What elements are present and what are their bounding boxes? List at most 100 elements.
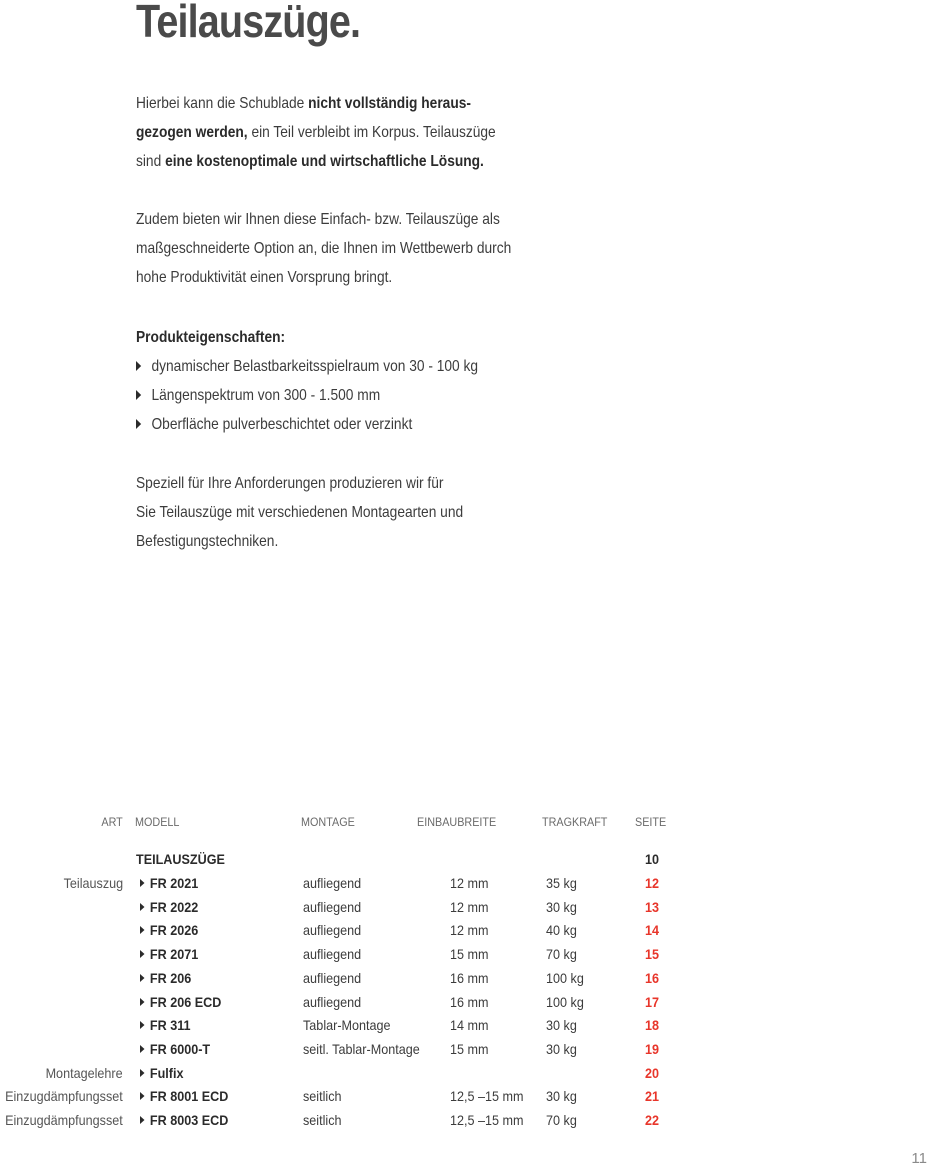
intro-text: Hierbei kann die Schublade — [136, 95, 309, 112]
arrow-right-icon — [140, 902, 145, 911]
row-einbaubreite: 15 mm — [450, 1040, 489, 1057]
row-page: 13 — [645, 898, 660, 915]
list-item: dynamischer Belastbarkeitsspielraum von … — [136, 352, 478, 381]
row-montage: aufliegend — [303, 898, 362, 915]
row-montage: seitlich — [303, 1112, 342, 1128]
arrow-right-icon — [140, 1092, 145, 1101]
row-montage: aufliegend — [303, 946, 362, 963]
group-page: 10 — [645, 851, 660, 867]
row-einbaubreite: 12 mm — [450, 875, 489, 891]
row-tragkraft: 30 kg — [546, 1040, 577, 1057]
column-header-modell: MODELL — [135, 815, 180, 829]
intro-paragraph: Hierbei kann die Schublade nicht vollstä… — [136, 89, 496, 176]
third-paragraph: Speziell für Ihre Anforderungen produzie… — [136, 469, 463, 556]
row-model: FR 2022 — [140, 899, 198, 915]
group-label: TEILAUSZÜGE — [136, 851, 225, 867]
list-item: Oberfläche pulverbeschichtet oder verzin… — [136, 410, 478, 439]
model-name: FR 2026 — [149, 922, 199, 939]
row-model: Fulfix — [140, 1065, 184, 1081]
arrow-right-icon — [140, 1044, 145, 1053]
page-number: 11 — [911, 1150, 927, 1167]
row-tragkraft: 100 kg — [546, 969, 584, 986]
row-tragkraft: 40 kg — [546, 922, 577, 939]
row-einbaubreite: 12 mm — [450, 922, 489, 939]
column-header-einbaubreite: EINBAUBREITE — [417, 815, 497, 829]
arrow-right-icon — [140, 997, 145, 1006]
row-art: Teilauszug — [63, 875, 123, 891]
paragraph-line: Befestigungstechniken. — [136, 533, 279, 550]
properties-list: dynamischer Belastbarkeitsspielraum von … — [136, 352, 478, 439]
row-tragkraft: 30 kg — [546, 1088, 577, 1105]
row-model: FR 6000-T — [140, 1041, 210, 1057]
model-name: FR 2021 — [149, 875, 199, 891]
row-montage: seitl. Tablar-Montage — [303, 1040, 420, 1057]
row-montage: aufliegend — [303, 922, 362, 939]
row-page: 22 — [645, 1112, 660, 1128]
model-name: FR 311 — [149, 1017, 191, 1034]
row-einbaubreite: 12,5 –15 mm — [450, 1088, 524, 1105]
model-name: FR 206 — [149, 969, 192, 986]
intro-bold: nicht vollständig heraus- — [308, 95, 471, 112]
row-art: Montagelehre — [45, 1064, 123, 1081]
second-paragraph: Zudem bieten wir Ihnen diese Einfach- bz… — [136, 205, 511, 292]
row-einbaubreite: 12 mm — [450, 898, 489, 915]
row-page: 14 — [645, 922, 660, 939]
paragraph-line: hohe Produktivität einen Vorsprung bring… — [136, 269, 393, 286]
row-tragkraft: 70 kg — [546, 1112, 577, 1128]
row-art: Einzugdämpfungsset — [5, 1112, 123, 1128]
arrow-right-icon — [140, 1116, 145, 1124]
arrow-right-icon — [140, 1021, 145, 1030]
intro-text: ein Teil verbleibt im Korpus. Teilauszüg… — [247, 124, 496, 141]
row-montage: aufliegend — [303, 993, 362, 1010]
paragraph-line: maßgeschneiderte Option an, die Ihnen im… — [136, 240, 512, 257]
row-montage: seitlich — [303, 1088, 342, 1105]
row-model: FR 8001 ECD — [140, 1088, 228, 1104]
row-page: 21 — [645, 1088, 660, 1105]
row-page: 19 — [645, 1040, 660, 1057]
column-header-art: ART — [101, 815, 123, 829]
model-name: FR 206 ECD — [149, 993, 222, 1010]
row-tragkraft: 30 kg — [546, 898, 577, 915]
row-tragkraft: 30 kg — [546, 1017, 577, 1034]
row-einbaubreite: 15 mm — [450, 946, 489, 963]
row-art: Einzugdämpfungsset — [5, 1088, 123, 1105]
paragraph-line: Sie Teilauszüge mit verschiedenen Montag… — [136, 504, 464, 521]
row-model: FR 311 — [140, 1017, 191, 1033]
row-page: 16 — [645, 969, 660, 986]
row-tragkraft: 100 kg — [546, 993, 584, 1010]
column-header-montage: MONTAGE — [301, 815, 355, 829]
model-name: FR 6000-T — [149, 1040, 211, 1057]
intro-bold: eine kostenoptimale und wirtschaftliche … — [165, 153, 484, 170]
bullet-triangle-icon — [136, 390, 142, 400]
row-einbaubreite: 16 mm — [450, 993, 489, 1010]
intro-text: sind — [136, 153, 166, 170]
arrow-right-icon — [140, 926, 145, 935]
arrow-right-icon — [140, 973, 145, 982]
row-einbaubreite: 12,5 –15 mm — [450, 1112, 524, 1128]
row-model: FR 2026 — [140, 922, 198, 938]
arrow-right-icon — [140, 879, 145, 887]
row-page: 18 — [645, 1017, 660, 1034]
row-einbaubreite: 14 mm — [450, 1017, 489, 1034]
row-model: FR 8003 ECD — [140, 1112, 228, 1128]
column-header-tragkraft: TRAGKRAFT — [542, 815, 608, 829]
bullet-triangle-icon — [136, 361, 142, 371]
arrow-right-icon — [140, 1068, 145, 1077]
arrow-right-icon — [140, 950, 145, 959]
row-einbaubreite: 16 mm — [450, 969, 489, 986]
model-name: FR 2071 — [149, 946, 199, 963]
row-page: 17 — [645, 993, 660, 1010]
model-name: FR 8001 ECD — [149, 1088, 229, 1105]
row-tragkraft: 35 kg — [546, 875, 577, 891]
row-model: FR 2071 — [140, 946, 198, 962]
row-page: 15 — [645, 946, 660, 963]
model-name: Fulfix — [149, 1064, 184, 1081]
row-model: FR 206 — [140, 970, 191, 986]
row-montage: aufliegend — [303, 969, 362, 986]
model-name: FR 2022 — [149, 898, 199, 915]
row-tragkraft: 70 kg — [546, 946, 577, 963]
page-title: Teilauszüge. — [136, 0, 361, 47]
paragraph-line: Zudem bieten wir Ihnen diese Einfach- bz… — [136, 211, 500, 228]
row-page: 20 — [645, 1064, 660, 1081]
paragraph-line: Speziell für Ihre Anforderungen produzie… — [136, 475, 444, 492]
